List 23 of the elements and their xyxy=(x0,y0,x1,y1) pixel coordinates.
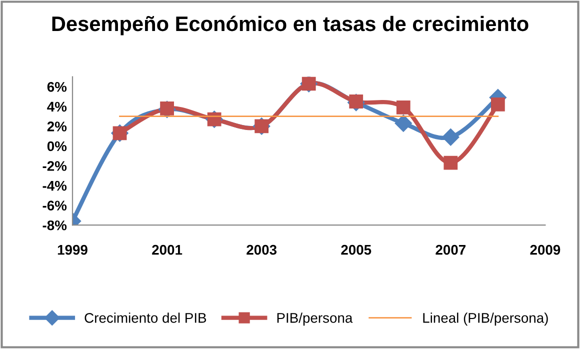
point xyxy=(490,98,505,112)
x-tick-label: 2009 xyxy=(530,244,560,255)
y-tick-label: 4% xyxy=(47,102,67,112)
y-tick-label: -4% xyxy=(42,180,67,191)
y-tick-label: -8% xyxy=(42,220,67,230)
x-tick-label: 2007 xyxy=(436,244,466,255)
point xyxy=(394,114,412,132)
legend-label: Crecimiento del PIB xyxy=(84,312,206,323)
y-tick-label: 6% xyxy=(47,82,67,92)
chart-title: Desempeño Económico en tasas de crecimiento xyxy=(52,16,528,36)
x-tick-label: 2005 xyxy=(341,244,372,255)
y-tick-label: -6% xyxy=(42,200,67,210)
point xyxy=(442,128,460,146)
y-tick-label: -2% xyxy=(42,161,67,171)
legend-label: PIB/persona xyxy=(277,312,353,326)
x-tick-label: 1999 xyxy=(58,244,88,255)
x-tick-label: 2001 xyxy=(152,244,182,255)
y-tick-label: 2% xyxy=(47,122,67,132)
x-tick-label: 2003 xyxy=(246,244,277,255)
point xyxy=(396,100,410,114)
legend-label: Lineal (PIB/persona) xyxy=(423,312,548,326)
point xyxy=(444,156,458,170)
y-tick-label: 0% xyxy=(47,141,67,152)
